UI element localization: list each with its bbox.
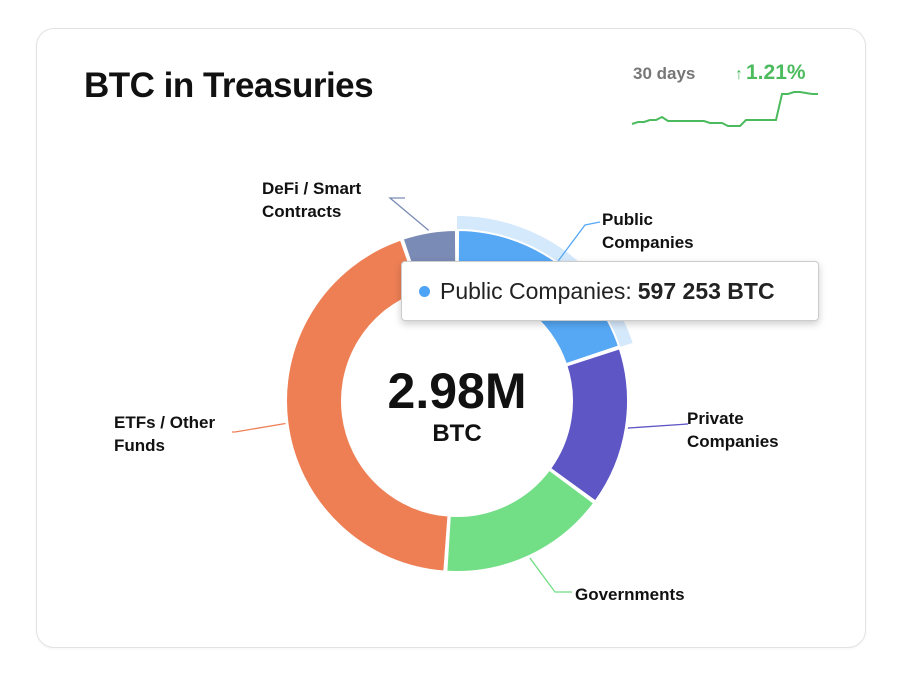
leader-private-companies [627,423,689,429]
tooltip-color-dot [419,285,430,297]
tooltip: Public Companies: 597 253 BTC [401,261,819,321]
leader-public-companies [557,221,601,262]
arrow-up-icon: ↑ [735,66,743,83]
total-unit: BTC [432,420,482,447]
sparkline [631,91,818,127]
total-value: 2.98M [387,363,527,419]
label-governments: Governments [575,585,685,604]
slice-etfs-other-funds [285,238,450,573]
leader-governments [529,557,572,593]
leader-etfs-other-funds [232,422,286,433]
trend-change: ↑ 1.21% [735,61,806,85]
page-title: BTC in Treasuries [84,66,374,105]
leader-defi-smart-contracts [388,197,430,231]
trend-period: 30 days [633,64,696,83]
label-public-companies: Public Companies [602,210,694,252]
slice-private-companies [548,346,629,503]
slice-governments [445,468,596,573]
label-etfs: ETFs / Other Funds [114,413,216,455]
label-defi: DeFi / Smart Contracts [262,179,362,221]
tooltip-value: 597 253 BTC [637,277,775,304]
trend-change-value: 1.21% [746,61,806,84]
tooltip-label: Public Companies: [440,277,632,304]
label-private-companies: Private Companies [687,409,779,451]
